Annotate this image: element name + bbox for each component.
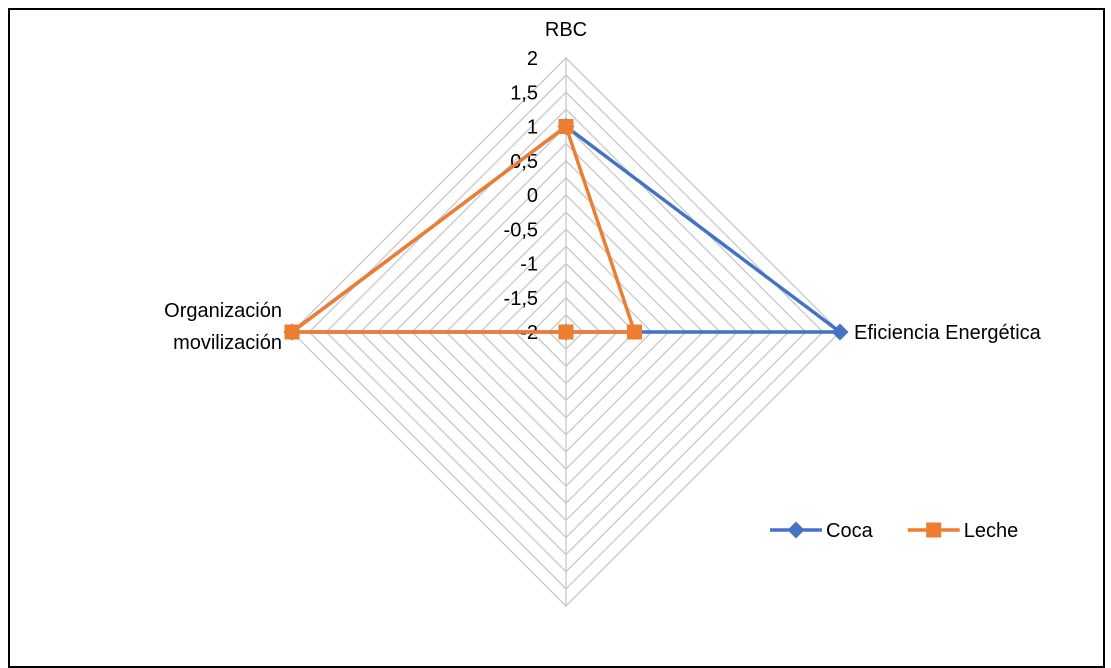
tick-label: -0,5 xyxy=(504,219,538,241)
chart-legend: Coca Leche xyxy=(770,520,1018,542)
radar-axis-labels: RBC Eficiencia Energética Riezgo ambiental… xyxy=(164,19,1041,647)
tick-label: 0 xyxy=(527,185,538,207)
axis-label: Riezgo ambiental xyxy=(489,645,644,647)
data-point-leche xyxy=(558,119,574,134)
tick-label: 0,5 xyxy=(510,151,538,173)
axis-label: movilización xyxy=(173,332,282,354)
tick-label: 2 xyxy=(527,48,538,70)
series-leche xyxy=(284,119,642,340)
data-point-coca xyxy=(831,323,849,341)
data-point-leche xyxy=(558,324,574,340)
axis-label: Eficiencia Energética xyxy=(854,322,1042,344)
data-point-leche xyxy=(284,324,300,340)
radar-series xyxy=(283,118,849,341)
legend-label-coca: Coca xyxy=(826,520,874,542)
legend-label-leche: Leche xyxy=(964,520,1019,542)
tick-label: 1,5 xyxy=(510,82,538,104)
tick-label: -1,5 xyxy=(504,288,538,310)
data-point-leche xyxy=(627,324,642,340)
legend-marker-coca xyxy=(787,521,805,539)
axis-label: RBC xyxy=(545,19,587,41)
tick-label: -1 xyxy=(520,254,538,276)
legend-marker-leche xyxy=(926,522,942,538)
axis-label: Organización xyxy=(164,300,282,322)
radar-tick-labels: -2-1,5-1-0,500,511,52 xyxy=(504,48,538,344)
legend-item-coca: Coca xyxy=(770,520,874,542)
tick-label: 1 xyxy=(527,117,538,139)
legend-item-leche: Leche xyxy=(907,520,1019,542)
